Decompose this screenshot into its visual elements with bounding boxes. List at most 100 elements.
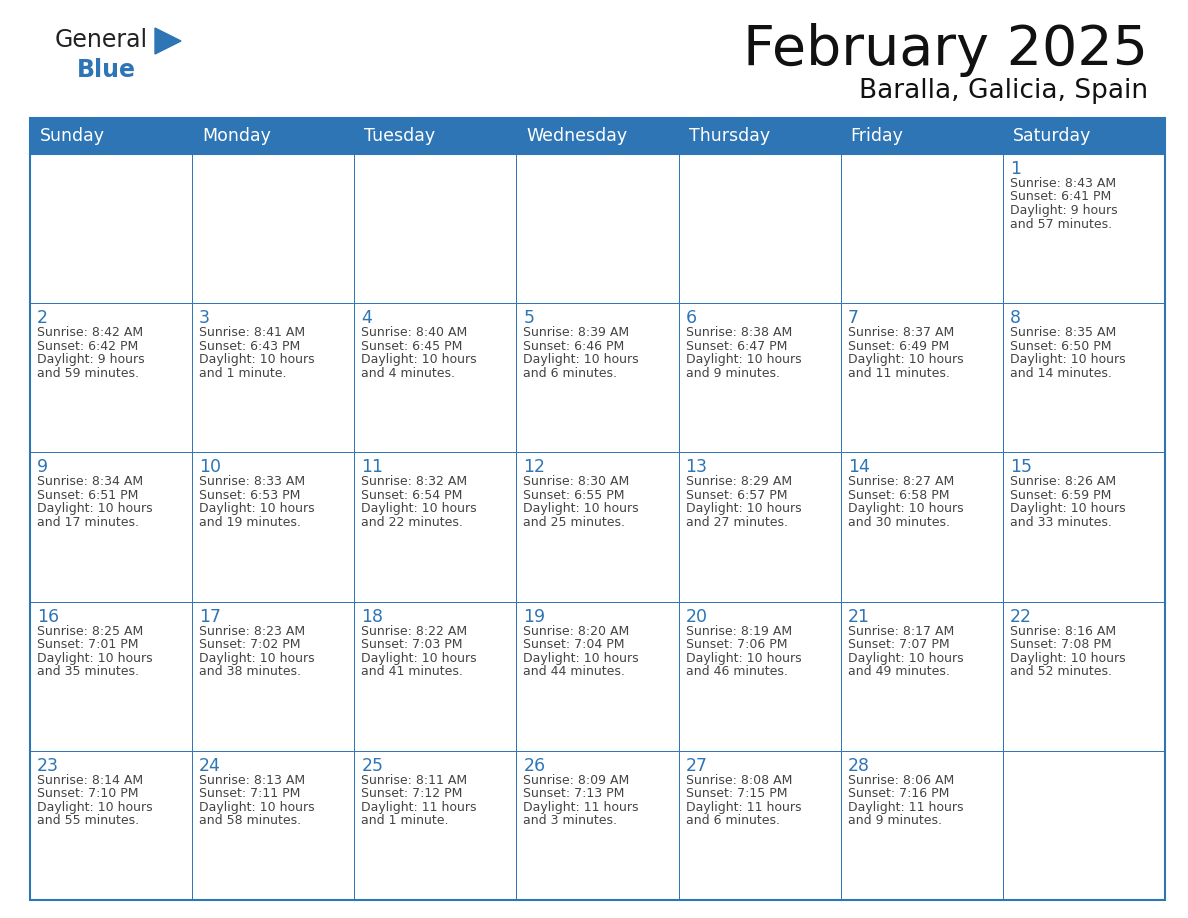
Text: Daylight: 10 hours: Daylight: 10 hours xyxy=(524,652,639,665)
Text: 24: 24 xyxy=(200,756,221,775)
Text: Sunrise: 8:16 AM: Sunrise: 8:16 AM xyxy=(1010,624,1116,638)
Text: 1: 1 xyxy=(1010,160,1020,178)
Text: Saturday: Saturday xyxy=(1013,127,1092,145)
Text: 22: 22 xyxy=(1010,608,1032,625)
Text: and 9 minutes.: and 9 minutes. xyxy=(685,366,779,380)
Text: Sunset: 7:04 PM: Sunset: 7:04 PM xyxy=(524,638,625,651)
Bar xyxy=(1003,751,1165,900)
Bar xyxy=(192,303,354,453)
Text: Sunset: 6:55 PM: Sunset: 6:55 PM xyxy=(524,489,625,502)
Text: Sunset: 6:51 PM: Sunset: 6:51 PM xyxy=(37,489,138,502)
Bar xyxy=(678,751,841,900)
Text: Daylight: 11 hours: Daylight: 11 hours xyxy=(361,800,476,813)
Bar xyxy=(841,751,1003,900)
Text: 12: 12 xyxy=(524,458,545,476)
Bar xyxy=(30,601,192,751)
Text: Sunset: 7:16 PM: Sunset: 7:16 PM xyxy=(848,788,949,800)
Text: and 33 minutes.: and 33 minutes. xyxy=(1010,516,1112,529)
Bar xyxy=(354,751,517,900)
Text: Sunset: 6:41 PM: Sunset: 6:41 PM xyxy=(1010,191,1111,204)
Bar xyxy=(30,118,1165,900)
Text: and 4 minutes.: and 4 minutes. xyxy=(361,366,455,380)
Bar xyxy=(30,453,192,601)
Text: Sunset: 6:53 PM: Sunset: 6:53 PM xyxy=(200,489,301,502)
Text: Sunrise: 8:38 AM: Sunrise: 8:38 AM xyxy=(685,326,792,339)
Text: Sunset: 7:11 PM: Sunset: 7:11 PM xyxy=(200,788,301,800)
Bar xyxy=(354,154,517,303)
Bar xyxy=(678,303,841,453)
Text: Sunrise: 8:25 AM: Sunrise: 8:25 AM xyxy=(37,624,144,638)
Bar xyxy=(30,303,192,453)
Text: Daylight: 10 hours: Daylight: 10 hours xyxy=(37,800,152,813)
Text: and 11 minutes.: and 11 minutes. xyxy=(848,366,949,380)
Bar xyxy=(841,601,1003,751)
Bar xyxy=(841,154,1003,303)
Text: 5: 5 xyxy=(524,309,535,327)
Text: 15: 15 xyxy=(1010,458,1032,476)
Text: 18: 18 xyxy=(361,608,384,625)
Text: and 35 minutes.: and 35 minutes. xyxy=(37,666,139,678)
Bar xyxy=(192,154,354,303)
Text: Daylight: 10 hours: Daylight: 10 hours xyxy=(200,502,315,515)
Text: and 6 minutes.: and 6 minutes. xyxy=(685,814,779,827)
Text: Sunset: 7:12 PM: Sunset: 7:12 PM xyxy=(361,788,462,800)
Text: Daylight: 10 hours: Daylight: 10 hours xyxy=(37,652,152,665)
Text: and 1 minute.: and 1 minute. xyxy=(200,366,286,380)
Text: and 57 minutes.: and 57 minutes. xyxy=(1010,218,1112,230)
Text: Sunrise: 8:39 AM: Sunrise: 8:39 AM xyxy=(524,326,630,339)
Text: 19: 19 xyxy=(524,608,545,625)
Text: and 46 minutes.: and 46 minutes. xyxy=(685,666,788,678)
Text: 3: 3 xyxy=(200,309,210,327)
Text: and 17 minutes.: and 17 minutes. xyxy=(37,516,139,529)
Text: Baralla, Galicia, Spain: Baralla, Galicia, Spain xyxy=(859,78,1148,104)
Bar xyxy=(354,601,517,751)
Text: Wednesday: Wednesday xyxy=(526,127,627,145)
Text: 13: 13 xyxy=(685,458,708,476)
Text: and 3 minutes.: and 3 minutes. xyxy=(524,814,618,827)
Text: Daylight: 10 hours: Daylight: 10 hours xyxy=(524,502,639,515)
Text: and 55 minutes.: and 55 minutes. xyxy=(37,814,139,827)
Text: and 38 minutes.: and 38 minutes. xyxy=(200,666,301,678)
Text: Daylight: 10 hours: Daylight: 10 hours xyxy=(37,502,152,515)
Bar xyxy=(1003,601,1165,751)
Bar xyxy=(1003,453,1165,601)
Text: Daylight: 10 hours: Daylight: 10 hours xyxy=(200,353,315,366)
Text: Sunset: 7:10 PM: Sunset: 7:10 PM xyxy=(37,788,139,800)
Text: Daylight: 10 hours: Daylight: 10 hours xyxy=(848,502,963,515)
Text: Sunset: 6:49 PM: Sunset: 6:49 PM xyxy=(848,340,949,353)
Text: Daylight: 10 hours: Daylight: 10 hours xyxy=(848,353,963,366)
Text: and 41 minutes.: and 41 minutes. xyxy=(361,666,463,678)
Text: General: General xyxy=(55,28,148,52)
Text: Sunset: 6:59 PM: Sunset: 6:59 PM xyxy=(1010,489,1111,502)
Text: Sunrise: 8:40 AM: Sunrise: 8:40 AM xyxy=(361,326,468,339)
Polygon shape xyxy=(154,28,181,54)
Text: Sunset: 7:07 PM: Sunset: 7:07 PM xyxy=(848,638,949,651)
Text: Thursday: Thursday xyxy=(689,127,770,145)
Text: Sunrise: 8:27 AM: Sunrise: 8:27 AM xyxy=(848,476,954,488)
Text: Sunset: 6:45 PM: Sunset: 6:45 PM xyxy=(361,340,462,353)
Text: 6: 6 xyxy=(685,309,696,327)
Text: 4: 4 xyxy=(361,309,372,327)
Text: Sunset: 6:47 PM: Sunset: 6:47 PM xyxy=(685,340,786,353)
Bar xyxy=(354,303,517,453)
Text: Sunrise: 8:41 AM: Sunrise: 8:41 AM xyxy=(200,326,305,339)
Text: and 44 minutes.: and 44 minutes. xyxy=(524,666,625,678)
Text: 26: 26 xyxy=(524,756,545,775)
Text: Sunrise: 8:11 AM: Sunrise: 8:11 AM xyxy=(361,774,467,787)
Text: Sunrise: 8:34 AM: Sunrise: 8:34 AM xyxy=(37,476,143,488)
Text: and 49 minutes.: and 49 minutes. xyxy=(848,666,949,678)
Text: Sunset: 7:02 PM: Sunset: 7:02 PM xyxy=(200,638,301,651)
Bar xyxy=(517,601,678,751)
Text: Sunrise: 8:17 AM: Sunrise: 8:17 AM xyxy=(848,624,954,638)
Text: Sunrise: 8:22 AM: Sunrise: 8:22 AM xyxy=(361,624,467,638)
Bar xyxy=(354,453,517,601)
Text: Daylight: 10 hours: Daylight: 10 hours xyxy=(848,652,963,665)
Text: Sunrise: 8:20 AM: Sunrise: 8:20 AM xyxy=(524,624,630,638)
Text: Sunrise: 8:23 AM: Sunrise: 8:23 AM xyxy=(200,624,305,638)
Text: Daylight: 9 hours: Daylight: 9 hours xyxy=(1010,204,1118,217)
Bar xyxy=(192,601,354,751)
Text: Sunset: 6:57 PM: Sunset: 6:57 PM xyxy=(685,489,788,502)
Text: Sunset: 6:43 PM: Sunset: 6:43 PM xyxy=(200,340,301,353)
Bar xyxy=(517,154,678,303)
Text: Sunrise: 8:32 AM: Sunrise: 8:32 AM xyxy=(361,476,467,488)
